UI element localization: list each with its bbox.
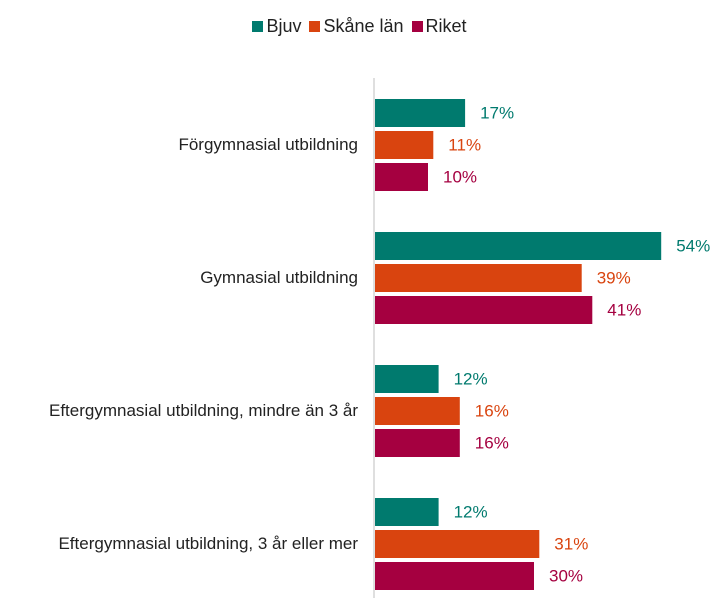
data-label: 54%	[676, 236, 710, 255]
legend-swatch	[252, 21, 264, 32]
data-label: 16%	[475, 401, 509, 420]
data-label: 30%	[549, 566, 583, 585]
data-label: 12%	[454, 369, 488, 388]
bar	[375, 530, 540, 558]
legend: Bjuv Skåne län Riket	[0, 16, 719, 37]
legend-item: Bjuv	[252, 16, 301, 37]
bar	[375, 264, 582, 292]
legend-item: Riket	[411, 16, 467, 37]
bar	[375, 296, 593, 324]
data-label: 11%	[448, 135, 481, 154]
data-label: 10%	[443, 167, 477, 186]
bar	[375, 397, 460, 425]
legend-swatch	[309, 21, 321, 32]
bar	[375, 562, 534, 590]
data-label: 31%	[554, 534, 588, 553]
bar	[375, 429, 460, 457]
legend-label: Bjuv	[266, 16, 302, 36]
category-label: Förgymnasial utbildning	[0, 134, 358, 156]
bar	[375, 498, 439, 526]
bar	[375, 99, 466, 127]
legend-swatch	[411, 21, 423, 32]
data-label: 16%	[475, 433, 509, 452]
legend-label: Skåne län	[323, 16, 404, 36]
data-label: 39%	[597, 268, 631, 287]
bar	[375, 365, 439, 393]
data-label: 41%	[607, 300, 641, 319]
data-label: 12%	[454, 502, 488, 521]
data-label: 17%	[480, 103, 514, 122]
category-text: Gymnasial utbildning	[200, 268, 358, 287]
legend-item: Skåne län	[309, 16, 404, 37]
category-text: Förgymnasial utbildning	[178, 135, 358, 154]
bar	[375, 131, 434, 159]
legend-label: Riket	[425, 16, 467, 36]
category-text: Eftergymnasial utbildning, mindre än 3 å…	[49, 401, 358, 420]
bar	[375, 163, 428, 191]
category-label: Eftergymnasial utbildning, mindre än 3 å…	[0, 400, 358, 422]
category-label: Eftergymnasial utbildning, 3 år eller me…	[0, 533, 358, 555]
category-label: Gymnasial utbildning	[0, 267, 358, 289]
category-text: Eftergymnasial utbildning, 3 år eller me…	[58, 534, 358, 553]
bar	[375, 232, 662, 260]
